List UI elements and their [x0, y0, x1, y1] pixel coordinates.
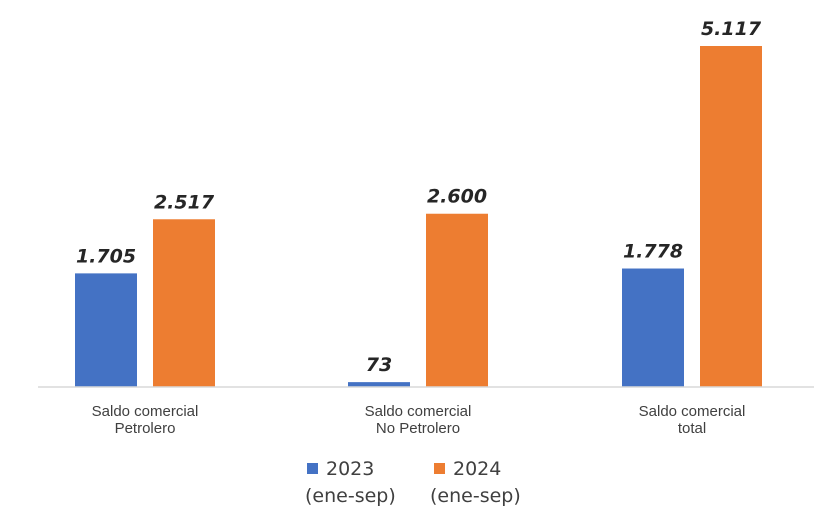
bar-s1-c1 — [426, 213, 488, 387]
legend-label-0-line-1: (ene-sep) — [305, 485, 396, 507]
legend-label-0-line-0: 2023 — [326, 458, 374, 480]
bar-s0-c1 — [348, 382, 410, 387]
category-label-0-line-1: Petrolero — [115, 420, 176, 437]
category-label-1-line-1: No Petrolero — [376, 420, 460, 437]
value-label-s0-c0: 1.705 — [76, 245, 136, 267]
bar-s1-c2 — [700, 46, 762, 387]
legend-label-1-line-0: 2024 — [453, 458, 501, 480]
category-label-0-line-0: Saldo comercial — [92, 403, 199, 420]
bar-s0-c0 — [75, 273, 137, 387]
legend-swatch-0 — [307, 463, 318, 474]
value-label-s1-c0: 2.517 — [154, 191, 215, 213]
value-label-s0-c1: 73 — [366, 354, 392, 376]
category-label-2-line-0: Saldo comercial — [639, 403, 746, 420]
category-label-1-line-0: Saldo comercial — [365, 403, 472, 420]
value-label-s0-c2: 1.778 — [623, 241, 683, 263]
value-label-s1-c1: 2.600 — [427, 186, 487, 208]
value-label-s1-c2: 5.117 — [701, 18, 762, 40]
bars — [75, 46, 762, 387]
value-labels: 1.705 2.517 73 2.600 1.778 5.117 — [76, 18, 762, 376]
legend: 2023 (ene-sep) 2024 (ene-sep) — [305, 458, 521, 507]
legend-label-1-line-1: (ene-sep) — [430, 485, 521, 507]
category-label-2-line-1: total — [678, 420, 706, 437]
bar-s0-c2 — [622, 268, 684, 387]
legend-swatch-1 — [434, 463, 445, 474]
bar-s1-c0 — [153, 219, 215, 387]
